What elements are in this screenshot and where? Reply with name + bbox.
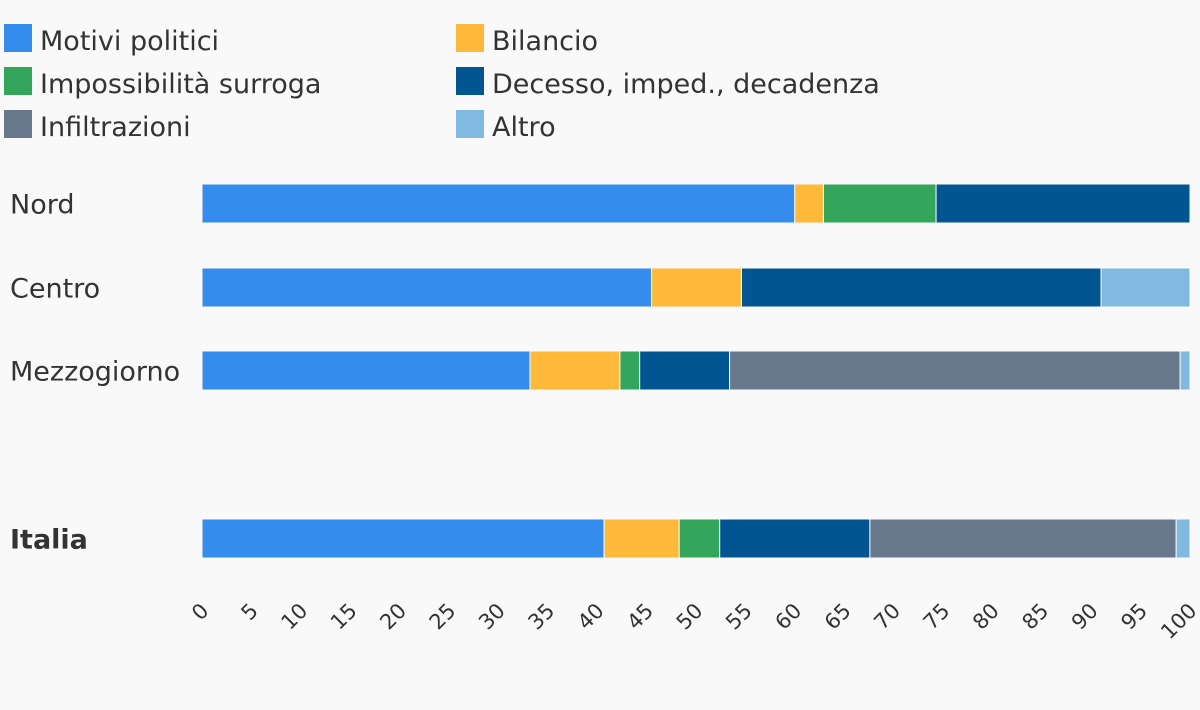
bar-row-mezzogiorno xyxy=(201,350,1191,391)
x-tick-label: 30 xyxy=(474,599,510,635)
x-tick-label: 75 xyxy=(919,599,955,635)
category-label-mezzogiorno: Mezzogiorno xyxy=(10,357,180,388)
bar-segment-centro-bilancio xyxy=(651,267,742,308)
legend-item-bilancio: Bilancio xyxy=(456,24,598,57)
legend-swatch xyxy=(4,24,32,52)
x-tick-label: 45 xyxy=(622,599,658,635)
bar-segment-italia-decesso-imped-decadenza xyxy=(719,518,871,559)
category-label-centro: Centro xyxy=(10,274,100,305)
bar-row-centro xyxy=(201,267,1191,308)
legend-label: Bilancio xyxy=(492,26,598,57)
legend-label: Decesso, imped., decadenza xyxy=(492,69,880,100)
legend-item-impossibilita-surroga: Impossibilità surroga xyxy=(4,67,321,100)
legend-swatch xyxy=(456,110,484,138)
bar-row-italia xyxy=(201,518,1191,559)
x-tick-label: 95 xyxy=(1116,599,1152,635)
bar-segment-nord-bilancio xyxy=(794,183,824,224)
x-tick-label: 90 xyxy=(1067,599,1103,635)
bar-segment-mezzogiorno-impossibilita-surroga xyxy=(619,350,641,391)
category-label-nord: Nord xyxy=(10,190,74,221)
bar-segment-italia-bilancio xyxy=(603,518,680,559)
bar-segment-mezzogiorno-bilancio xyxy=(529,350,621,391)
legend-item-motivi-politici: Motivi politici xyxy=(4,24,219,57)
legend-label: Impossibilità surroga xyxy=(40,69,321,100)
x-tick-label: 40 xyxy=(573,599,609,635)
bar-segment-centro-altro xyxy=(1100,267,1191,308)
bar-segment-nord-impossibilita-surroga xyxy=(822,183,937,224)
x-axis-ticks: 0 5 10 15 20 25 30 35 40 45 50 55 60 65 70 75 80 85 90 95 10… xyxy=(187,599,1200,644)
bar-segment-mezzogiorno-infiltrazioni xyxy=(729,350,1181,391)
category-label-italia: Italia xyxy=(10,525,88,556)
bar-row-nord xyxy=(201,183,1191,224)
legend-swatch xyxy=(456,24,484,52)
legend-label: Motivi politici xyxy=(40,26,219,57)
bar-segment-mezzogiorno-motivi-politici xyxy=(201,350,531,391)
x-tick-label: 80 xyxy=(968,599,1004,635)
bar-segment-centro-motivi-politici xyxy=(201,267,653,308)
legend-swatch xyxy=(456,67,484,95)
x-tick-label: 15 xyxy=(326,599,362,635)
x-tick-label: 55 xyxy=(721,599,757,635)
x-tick-label: 70 xyxy=(869,599,905,635)
legend-swatch xyxy=(4,110,32,138)
legend-label: Infiltrazioni xyxy=(40,112,191,143)
x-tick-label: 25 xyxy=(425,599,461,635)
bar-segment-italia-altro xyxy=(1175,518,1191,559)
bar-segment-italia-impossibilita-surroga xyxy=(678,518,721,559)
x-tick-label: 85 xyxy=(1017,599,1053,635)
x-tick-label: 5 xyxy=(237,599,263,625)
bars xyxy=(201,183,1191,559)
bar-segment-italia-motivi-politici xyxy=(201,518,605,559)
bar-segment-nord-decesso-imped-decadenza xyxy=(935,183,1191,224)
legend-item-altro: Altro xyxy=(456,110,556,143)
x-tick-label: 60 xyxy=(770,599,806,635)
x-tick-label: 35 xyxy=(523,599,559,635)
bar-segment-nord-motivi-politici xyxy=(201,183,796,224)
bar-segment-mezzogiorno-decesso-imped-decadenza xyxy=(639,350,731,391)
category-labels: Nord Centro Mezzogiorno Italia xyxy=(10,190,180,556)
legend-label: Altro xyxy=(492,112,556,143)
x-tick-label: 100 xyxy=(1156,599,1200,644)
x-tick-label: 20 xyxy=(375,599,411,635)
x-tick-label: 0 xyxy=(187,599,213,625)
x-tick-label: 50 xyxy=(672,599,708,635)
bar-segment-mezzogiorno-altro xyxy=(1179,350,1191,391)
bar-segment-centro-decesso-imped-decadenza xyxy=(740,267,1102,308)
legend: Motivi politici Bilancio Impossibilità sur… xyxy=(4,24,880,143)
x-tick-label: 65 xyxy=(820,599,856,635)
x-tick-label: 10 xyxy=(276,599,312,635)
bar-segment-italia-infiltrazioni xyxy=(869,518,1177,559)
legend-swatch xyxy=(4,67,32,95)
legend-item-decesso-imped-decadenza: Decesso, imped., decadenza xyxy=(456,67,880,100)
legend-item-infiltrazioni: Infiltrazioni xyxy=(4,110,191,143)
